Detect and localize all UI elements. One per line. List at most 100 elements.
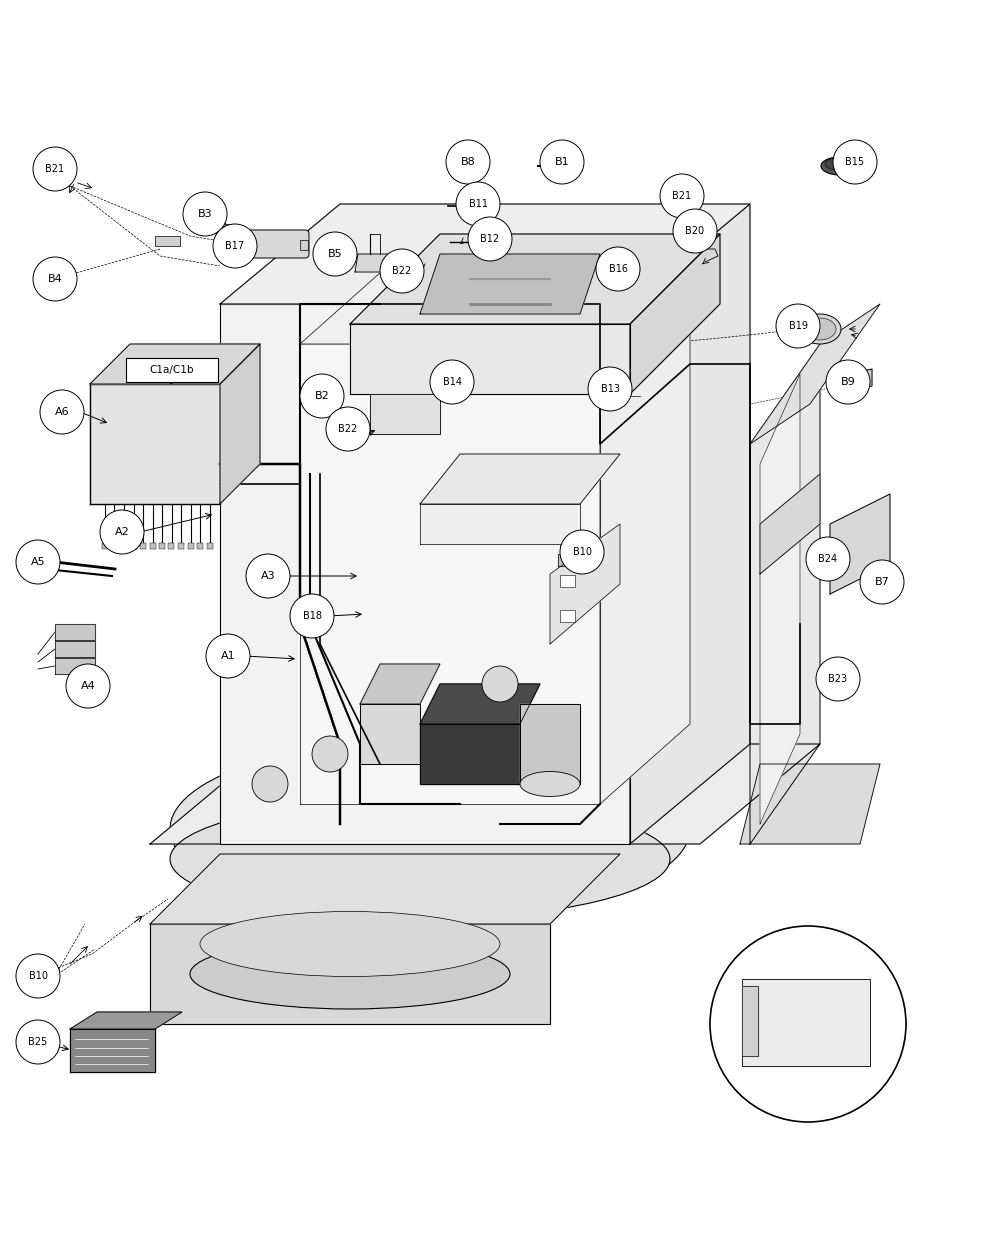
Circle shape <box>313 232 357 276</box>
Polygon shape <box>150 744 820 844</box>
Circle shape <box>716 993 760 1038</box>
Polygon shape <box>70 1012 182 1030</box>
Text: B1: B1 <box>555 157 569 167</box>
Bar <box>121 543 127 549</box>
Bar <box>218 238 228 250</box>
Bar <box>222 223 234 235</box>
Text: B19: B19 <box>788 321 808 331</box>
Circle shape <box>826 359 870 404</box>
Text: A6: A6 <box>55 407 69 417</box>
Circle shape <box>213 223 257 268</box>
Polygon shape <box>742 978 870 1066</box>
Polygon shape <box>600 265 690 804</box>
Bar <box>159 543 165 549</box>
Bar <box>560 610 575 622</box>
Circle shape <box>806 537 850 582</box>
Polygon shape <box>830 494 890 594</box>
Bar <box>560 575 575 587</box>
Polygon shape <box>370 394 440 434</box>
Ellipse shape <box>200 911 500 976</box>
Polygon shape <box>350 235 720 324</box>
Circle shape <box>290 594 334 638</box>
Polygon shape <box>550 524 620 644</box>
Text: B6: B6 <box>771 971 785 981</box>
Polygon shape <box>300 265 690 344</box>
Text: B9: B9 <box>841 377 855 387</box>
Text: B23: B23 <box>828 674 848 684</box>
Circle shape <box>758 956 798 996</box>
Ellipse shape <box>520 771 580 796</box>
Circle shape <box>33 257 77 301</box>
Circle shape <box>183 192 227 236</box>
Ellipse shape <box>170 739 690 919</box>
Polygon shape <box>55 641 95 656</box>
Circle shape <box>100 510 144 554</box>
Polygon shape <box>520 704 580 784</box>
Circle shape <box>482 666 518 701</box>
Circle shape <box>860 560 904 604</box>
Polygon shape <box>90 384 220 504</box>
Bar <box>560 545 575 557</box>
Text: B10: B10 <box>28 971 48 981</box>
Polygon shape <box>750 344 820 844</box>
Text: C1a/C1b: C1a/C1b <box>150 364 194 374</box>
Polygon shape <box>760 474 820 574</box>
Circle shape <box>312 736 348 773</box>
Polygon shape <box>55 658 95 674</box>
Polygon shape <box>70 1030 155 1072</box>
Circle shape <box>326 407 370 451</box>
Polygon shape <box>840 369 872 394</box>
Polygon shape <box>750 305 880 444</box>
Text: B16: B16 <box>608 265 628 275</box>
Circle shape <box>16 1020 60 1065</box>
Polygon shape <box>420 684 540 724</box>
FancyBboxPatch shape <box>126 358 218 382</box>
Text: B7: B7 <box>875 577 889 587</box>
Circle shape <box>210 218 226 235</box>
Text: A4: A4 <box>81 681 95 691</box>
Text: B21: B21 <box>45 163 65 173</box>
Ellipse shape <box>170 799 670 919</box>
Ellipse shape <box>804 318 836 339</box>
Polygon shape <box>90 344 260 384</box>
Text: A3: A3 <box>261 572 275 582</box>
Text: B2: B2 <box>315 391 329 401</box>
Circle shape <box>252 766 288 802</box>
Polygon shape <box>420 724 520 784</box>
Circle shape <box>833 140 877 183</box>
Circle shape <box>33 147 77 191</box>
Text: B4: B4 <box>48 275 62 285</box>
Bar <box>188 543 194 549</box>
Ellipse shape <box>799 314 841 344</box>
Text: B22: B22 <box>338 424 358 434</box>
Circle shape <box>468 217 512 261</box>
Ellipse shape <box>821 157 859 175</box>
Bar <box>197 543 203 549</box>
Circle shape <box>16 540 60 584</box>
Circle shape <box>206 634 250 678</box>
Circle shape <box>540 140 584 183</box>
Text: B6: B6 <box>731 1011 745 1021</box>
Text: A2: A2 <box>115 527 129 537</box>
Bar <box>168 543 174 549</box>
Polygon shape <box>360 664 440 704</box>
Polygon shape <box>420 504 580 544</box>
Polygon shape <box>150 924 550 1025</box>
Text: B25: B25 <box>28 1037 48 1047</box>
Text: B20: B20 <box>685 226 705 236</box>
Polygon shape <box>220 344 260 504</box>
Bar <box>155 236 180 246</box>
Circle shape <box>660 173 704 218</box>
Text: B18: B18 <box>302 612 322 622</box>
Circle shape <box>456 182 500 226</box>
Polygon shape <box>220 203 750 305</box>
Polygon shape <box>360 704 420 764</box>
Circle shape <box>66 664 110 708</box>
Bar <box>300 240 308 250</box>
Polygon shape <box>420 454 620 504</box>
Polygon shape <box>630 203 750 844</box>
Text: B10: B10 <box>572 547 592 557</box>
Circle shape <box>588 367 632 411</box>
Text: B14: B14 <box>442 377 462 387</box>
Text: B22: B22 <box>392 266 412 276</box>
